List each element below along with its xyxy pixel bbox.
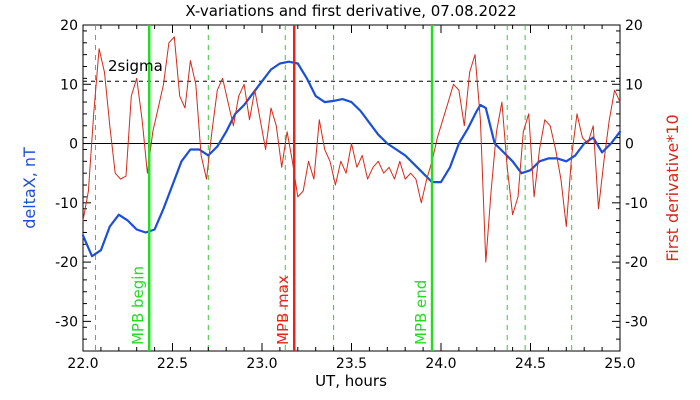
y-tick-label-left: -30	[55, 314, 78, 330]
y-tick-label-right: -20	[625, 255, 648, 271]
series-deltax-line	[81, 60, 622, 258]
y-tick-label-left: -20	[55, 255, 78, 271]
y-axis-label-left: deltaX, nT	[20, 147, 39, 229]
chart-title: X-variations and first derivative, 07.08…	[185, 2, 516, 20]
y-tick-label-right: 0	[625, 137, 634, 153]
x-tick-label: 23.5	[336, 356, 367, 372]
marker-label-1: MPB max	[274, 275, 292, 345]
reference-lines	[83, 25, 620, 351]
x-tick-label: 22.0	[67, 356, 98, 372]
x-tick-label: 24.0	[425, 356, 456, 372]
marker-label-2: MPB end	[412, 280, 430, 345]
y-tick-label-right: 10	[625, 77, 643, 93]
plot-frame	[82, 24, 621, 352]
plot-area	[82, 24, 621, 352]
y-tick-label-left: 10	[60, 77, 78, 93]
marker-label-0: MPB begin	[129, 266, 147, 345]
event-markers: MPB begin MPB max MPB end	[129, 25, 434, 351]
x-tick-label: 25.0	[604, 356, 635, 372]
y-tick-label-left: 20	[60, 18, 78, 34]
y-tick-label-right: -30	[625, 314, 648, 330]
axis-ticks: 22.0 22.5 23.0 23.5 24.0 24.5 25.0 20 20 10 10 0 0 -1…	[55, 18, 648, 372]
x-axis-label: UT, hours	[315, 372, 387, 390]
y-tick-label-right: 20	[625, 18, 643, 34]
x-tick-label: 24.5	[515, 356, 546, 372]
y-tick-label-left: -10	[55, 196, 78, 212]
y-tick-label-left: 0	[69, 137, 78, 153]
series-derivative-line	[82, 36, 621, 263]
threshold-label: 2sigma	[108, 57, 163, 75]
series-lines	[81, 36, 622, 263]
y-tick-label-right: -10	[625, 196, 648, 212]
x-tick-label: 22.5	[157, 356, 188, 372]
x-tick-label: 23.0	[246, 356, 277, 372]
y-axis-label-right: First derivative*10	[663, 114, 682, 261]
